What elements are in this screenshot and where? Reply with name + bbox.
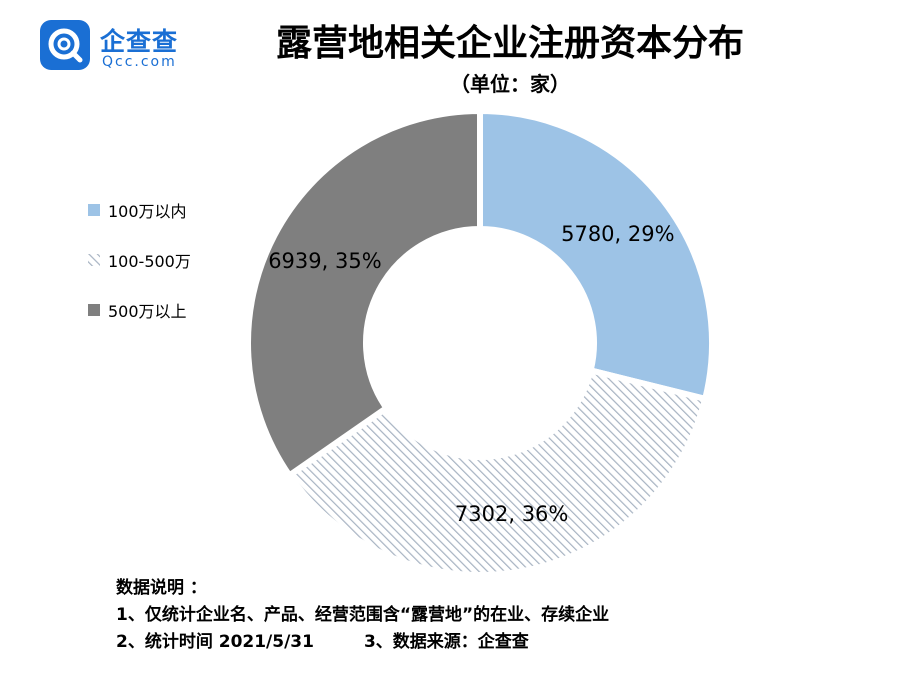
donut-slice-3	[245, 107, 483, 480]
notes-line-2: 2、统计时间 2021/5/31 3、数据来源：企查查	[116, 629, 609, 656]
chart-subtitle: （单位：家）	[450, 72, 570, 96]
notes-source: 3、数据来源：企查查	[363, 632, 529, 652]
notes-heading: 数据说明 ：	[116, 578, 207, 598]
logo-text-en: Qcc.com	[102, 54, 177, 70]
qcc-logo-icon	[40, 20, 90, 70]
legend-swatch-2	[88, 254, 100, 266]
donut-slice-1	[477, 107, 715, 403]
chart-title: 露营地相关企业注册资本分布	[275, 23, 744, 64]
notes-stat-time: 2、统计时间 2021/5/31	[116, 632, 314, 652]
data-label-2: 7302, 36%	[455, 502, 568, 526]
legend-swatch-1	[88, 204, 100, 216]
qcc-logo: 企查查 Qcc.com	[40, 20, 200, 70]
legend-label-1: 100万以内	[108, 202, 187, 221]
legend-swatch-3	[88, 304, 100, 316]
legend-label-2: 100-500万	[108, 252, 191, 271]
data-label-1: 5780, 29%	[561, 222, 674, 246]
donut-slice-2	[285, 366, 709, 578]
legend-label-3: 500万以上	[108, 302, 187, 321]
notes-line-1: 1、仅统计企业名、产品、经营范围含“露营地”的在业、存续企业	[116, 605, 610, 625]
data-notes: 数据说明 ： 1、仅统计企业名、产品、经营范围含“露营地”的在业、存续企业 2、…	[116, 575, 609, 656]
logo-text-cn: 企查查	[100, 27, 179, 56]
data-label-3: 6939, 35%	[268, 249, 381, 273]
